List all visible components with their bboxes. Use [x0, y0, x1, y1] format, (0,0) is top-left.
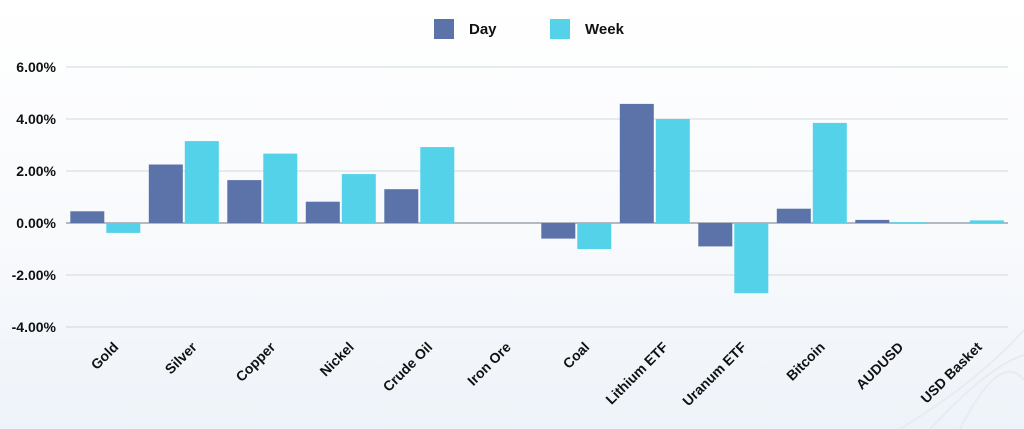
y-tick-label: 0.00%	[16, 215, 56, 231]
legend-swatch-week	[550, 19, 570, 39]
bar-day-coal	[541, 223, 576, 239]
y-tick-label: 2.00%	[16, 163, 56, 179]
bar-week-uranum-etf	[734, 223, 769, 294]
bar-day-audusd	[855, 219, 890, 223]
decor-arc	[959, 370, 1024, 429]
bars	[70, 103, 1004, 294]
bar-day-gold	[70, 211, 105, 223]
bar-day-silver	[148, 164, 183, 223]
y-tick-label: 4.00%	[16, 111, 56, 127]
bar-day-crude-oil	[384, 189, 419, 223]
y-axis-ticks: 6.00% 4.00% 2.00% 0.00% -2.00% -4.00%	[12, 59, 57, 335]
decor-arc	[899, 329, 1024, 429]
bar-week-usd-basket	[969, 220, 1004, 223]
bar-day-uranum-etf	[698, 223, 733, 247]
legend: Day Week	[434, 19, 625, 39]
bar-day-lithium-etf	[619, 103, 654, 223]
x-category-label: Silver	[162, 338, 201, 377]
legend-label-week: Week	[585, 21, 625, 38]
x-category-label: Bitcoin	[783, 339, 828, 384]
x-category-label: Coal	[560, 339, 593, 372]
y-tick-label: -4.00%	[12, 319, 57, 335]
bar-day-copper	[227, 180, 262, 223]
x-category-label: AUDUSD	[853, 339, 907, 393]
bar-week-crude-oil	[420, 147, 455, 223]
x-category-label: Nickel	[316, 339, 356, 379]
x-category-label: Uranum ETF	[679, 338, 749, 408]
x-category-label: Iron Ore	[464, 339, 514, 389]
background-decoration	[899, 329, 1024, 429]
bar-week-bitcoin	[812, 122, 847, 223]
decor-arc	[929, 354, 1024, 429]
x-category-label: Gold	[88, 339, 122, 373]
legend-swatch-day	[434, 19, 454, 39]
bar-week-coal	[577, 223, 612, 249]
y-tick-label: -2.00%	[12, 267, 57, 283]
x-category-label: USD Basket	[917, 339, 985, 407]
y-tick-label: 6.00%	[16, 59, 56, 75]
bar-day-nickel	[305, 201, 340, 223]
x-axis-labels: Gold Silver Copper Nickel Crude Oil Iron Ore C…	[88, 338, 986, 409]
bar-week-nickel	[341, 174, 376, 223]
bar-day-bitcoin	[776, 208, 811, 223]
bar-week-lithium-etf	[655, 119, 690, 223]
bar-week-audusd	[891, 222, 926, 223]
legend-label-day: Day	[469, 21, 497, 38]
x-category-label: Crude Oil	[379, 339, 435, 395]
x-category-label: Copper	[232, 338, 278, 384]
bar-week-copper	[263, 153, 298, 223]
gridlines	[66, 66, 1008, 328]
bar-week-gold	[106, 223, 141, 233]
x-category-label: Lithium ETF	[602, 339, 671, 408]
bar-week-silver	[184, 141, 219, 223]
